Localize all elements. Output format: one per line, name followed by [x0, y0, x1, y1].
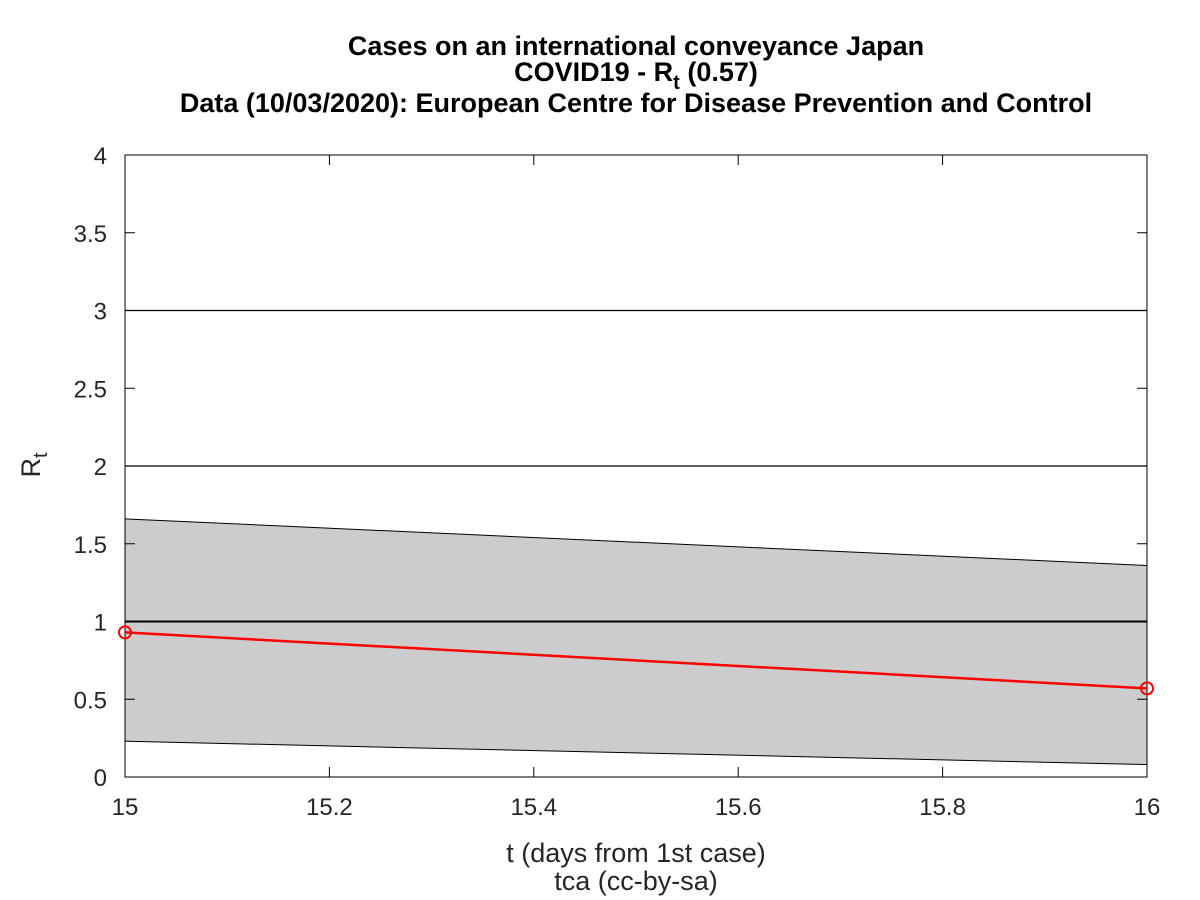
- band-lower-edge: [124, 740, 1148, 766]
- title-line-2-suffix: (0.57): [680, 57, 758, 87]
- title-line-1: Cases on an international conveyance Jap…: [348, 31, 924, 61]
- x-axis-label: t (days from 1st case): [506, 838, 766, 868]
- x-tick-label: 15.8: [919, 794, 966, 821]
- y-tick-labels: 0 0.5 1 1.5 2 2.5 3 3.5 4: [74, 143, 107, 792]
- title-line-3: Data (10/03/2020): European Centre for D…: [180, 88, 1092, 118]
- x-tick-label: 15.4: [510, 794, 557, 821]
- y-tick-label: 2: [94, 454, 107, 481]
- rt-data-point: [1140, 681, 1154, 696]
- plot-area: [118, 154, 1154, 778]
- x-tick-label: 15.2: [306, 794, 353, 821]
- y-tick-label: 3: [94, 299, 107, 326]
- footer-credit: tca (cc-by-sa): [554, 866, 718, 896]
- y-tick-label: 1: [94, 610, 107, 637]
- band-upper-edge: [124, 518, 1148, 567]
- y-tick-label: 0: [94, 765, 107, 792]
- x-tick-label: 15.6: [715, 794, 762, 821]
- chart-title: Cases on an international conveyance Jap…: [180, 31, 1092, 118]
- rt-data-point: [118, 625, 132, 640]
- y-tick-label: 0.5: [74, 687, 107, 714]
- title-line-2-subscript: t: [673, 72, 680, 94]
- confidence-band: [125, 518, 1147, 765]
- svg-text:Rt: Rt: [16, 452, 52, 478]
- y-tick-label: 3.5: [74, 221, 107, 248]
- y-tick-label: 4: [94, 143, 107, 170]
- x-tick-label: 16: [1134, 794, 1161, 821]
- x-tick-label: 15: [112, 794, 139, 821]
- y-axis-label-subscript: t: [30, 452, 52, 458]
- y-tick-label: 2.5: [74, 376, 107, 403]
- y-tick-label: 1.5: [74, 532, 107, 559]
- rt-series-line: [124, 631, 1148, 690]
- x-tick-labels: 15 15.2 15.4 15.6 15.8 16: [112, 794, 1161, 821]
- title-line-2-prefix: COVID19 - R: [514, 57, 673, 87]
- title-line-2: COVID19 - Rt (0.57): [514, 57, 758, 94]
- y-axis-label-main: R: [16, 458, 46, 478]
- y-axis-label: Rt: [16, 452, 52, 478]
